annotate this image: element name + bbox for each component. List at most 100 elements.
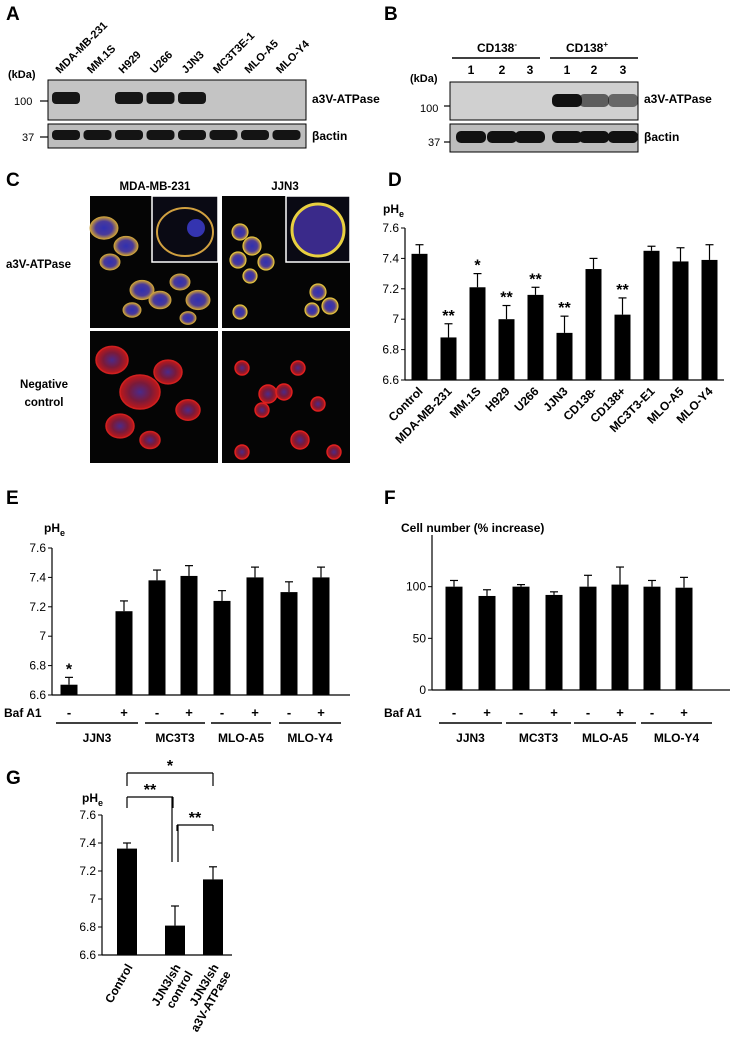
blot-a-a3v-atpase [47,79,307,121]
bar [545,594,563,690]
blot-a-bactin-bands [52,130,301,140]
panel-a-marker-100: 100 [14,96,32,108]
significance-mark: ** [189,810,202,827]
bar [312,577,330,695]
y-axis-label: pHe [82,791,103,808]
y-tick-label: 7.4 [382,251,399,265]
x-tick-label: MM.1S [447,384,484,421]
micrograph-cell [242,236,262,256]
micrograph-cell [105,413,135,439]
bar [643,586,661,690]
micrograph-cell [175,399,201,421]
treatment-sign: + [680,705,688,720]
y-tick-label: 6.6 [382,373,399,387]
panel-a-lane-label: MLO-Y4 [274,38,312,76]
y-tick-label: 0 [419,683,426,697]
bar [165,925,185,955]
panel-b-lane-labels: 1 2 3 1 2 3 [468,63,627,77]
blot-a-band [178,130,206,140]
treatment-sign: + [185,705,193,720]
y-tick-label: 6.6 [29,688,46,702]
blot-b-band [515,131,545,143]
micrograph-cell [169,273,191,291]
significance-mark: * [66,661,73,678]
bar [701,259,718,380]
y-axis-label: pHe [383,202,404,219]
treatment-sign: - [519,705,523,720]
micrograph-cell [234,360,250,376]
panel-b-group1: CD138- [477,40,517,55]
panel-b-lane-label: 2 [591,63,598,77]
significance-mark: ** [442,308,455,325]
panel-c-col1: MDA-MB-231 [120,181,192,193]
group-label: MLO-Y4 [654,731,700,745]
micrograph-cell [321,297,339,315]
blot-a-band [178,92,206,104]
x-tick-label: Control [102,962,135,1006]
panel-b-lane-label: 2 [499,63,506,77]
micrograph-inset-cell [290,202,346,258]
panel-a-letter: A [6,4,20,25]
panel-c-row2-line2: control [25,397,64,409]
micrograph-mda-inset [151,195,219,263]
micrograph-inset-cells [156,202,346,258]
y-tick-label: 7.2 [79,864,96,878]
micrograph-cell [231,223,249,241]
micrograph-inset-nucleus [187,219,205,237]
blot-b-band [552,131,582,143]
panel-c-letter: C [6,170,20,191]
micrograph-cell [326,444,342,460]
blot-b-bactin-bands [456,131,638,143]
panel-b-lane-label: 1 [468,63,475,77]
bar [246,577,264,695]
panel-letter: F [384,488,396,509]
panel-a-marker-37: 37 [22,132,34,144]
x-tick-label-line: Control [102,962,135,1006]
bar [117,848,137,955]
significance-mark: ** [616,282,629,299]
bar [672,261,689,380]
treatment-sign: - [650,705,654,720]
blot-b-band [552,94,582,107]
bar [445,586,463,690]
panel-b-lane-label: 3 [527,63,534,77]
micrograph-cell [275,383,293,401]
group-label: JJN3 [456,731,485,745]
y-tick-label: 7 [39,629,46,643]
group-label: MLO-A5 [218,731,264,745]
bar [498,319,515,380]
micrograph-cell [89,216,119,240]
blot-a-band [209,130,238,140]
micrograph-cell [99,253,121,271]
treatment-label: Baf A1 [384,706,422,720]
bar [614,314,631,380]
group-label: MC3T3 [155,731,195,745]
panel-f-chart: F Cell number (% increase) 0 50 100 Baf A1 - + -… [384,488,730,745]
blot-b-a3v-bands [552,94,638,107]
blot-a-band [52,130,80,140]
treatment-sign: - [287,705,291,720]
micrograph-cell [257,253,275,271]
chart-title: Cell number (% increase) [401,521,544,535]
micrograph-cell [95,345,129,375]
blot-b-band [579,131,609,143]
panel-a-lane-label: JJN3 [180,49,207,76]
treatment-label: Baf A1 [4,706,42,720]
micrograph-cell [139,430,161,450]
bar [213,600,231,695]
blot-a-band [272,130,301,140]
blot-a-a3v-bands [52,92,206,104]
y-tick-label: 7.6 [29,541,46,555]
panel-b-band1-label: a3V-ATPase [644,92,712,106]
panel-a-lane-label: U266 [148,49,175,76]
y-tick-label: 7 [89,892,96,906]
micrograph-cell [304,302,320,318]
treatment-sign: + [120,705,128,720]
panel-d-chart: DpHe6.66.877.27.47.6***********ControlMD… [382,170,724,446]
micrograph-cell [229,251,247,269]
micrograph-cell [254,402,270,418]
y-tick-label: 7.2 [29,600,46,614]
